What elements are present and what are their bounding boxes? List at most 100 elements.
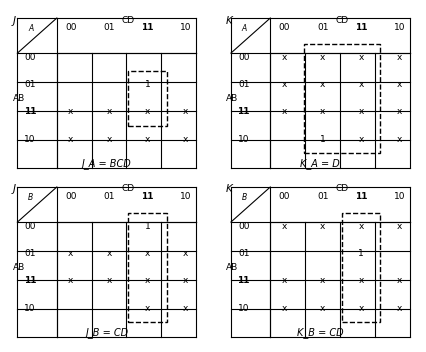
Text: x: x [281,80,286,89]
Text: x: x [357,53,363,62]
Text: x: x [68,135,73,144]
Text: 11: 11 [237,107,249,117]
Text: x: x [281,276,286,285]
Text: 00: 00 [278,191,290,201]
Text: x: x [357,304,363,313]
Text: x: x [396,80,401,89]
Text: 01: 01 [237,249,249,258]
Text: 00: 00 [237,222,249,231]
Text: 10: 10 [393,191,404,201]
Text: x: x [183,249,188,258]
Text: 10: 10 [180,191,191,201]
Text: x: x [281,53,286,62]
Text: 11: 11 [354,191,366,201]
Text: x: x [106,249,112,258]
Text: AB: AB [225,94,238,103]
Text: x: x [396,107,401,117]
Bar [303,44,379,153]
Text: x: x [396,222,401,231]
Text: 00: 00 [65,23,77,32]
Text: x: x [319,53,325,62]
Text: 00: 00 [24,222,36,231]
Text: 11: 11 [237,276,249,285]
Text: x: x [319,80,325,89]
Text: x: x [144,276,150,285]
Text: x: x [281,222,286,231]
Text: x: x [357,222,363,231]
Text: 11: 11 [24,276,36,285]
Text: B: B [241,193,246,202]
Bar [128,71,166,126]
Text: x: x [144,107,150,117]
Text: x: x [396,304,401,313]
Text: x: x [357,135,363,144]
Text: 1: 1 [319,135,325,144]
Text: 01: 01 [103,191,115,201]
Text: x: x [281,304,286,313]
Text: 01: 01 [103,23,115,32]
Text: x: x [106,135,112,144]
Text: x: x [319,222,325,231]
Text: K: K [225,15,232,26]
Text: CD: CD [334,15,348,25]
Text: 01: 01 [316,191,328,201]
Text: x: x [357,276,363,285]
Text: 00: 00 [24,53,36,62]
Text: x: x [396,135,401,144]
Text: 1: 1 [357,249,363,258]
Text: 00: 00 [65,191,77,201]
Text: x: x [183,276,188,285]
Text: 10: 10 [24,135,36,144]
Text: 01: 01 [316,23,328,32]
Text: CD: CD [121,184,135,194]
Text: x: x [106,276,112,285]
Text: A: A [241,24,246,33]
Text: 1: 1 [144,222,150,231]
Text: B: B [28,193,33,202]
Text: J: J [12,15,15,26]
Text: x: x [396,276,401,285]
Text: x: x [357,80,363,89]
Text: x: x [106,107,112,117]
Text: x: x [183,107,188,117]
Text: 00: 00 [278,23,290,32]
Text: x: x [281,107,286,117]
Text: 01: 01 [237,80,249,89]
Text: x: x [144,304,150,313]
Text: 10: 10 [393,23,404,32]
Text: x: x [183,135,188,144]
Text: CD: CD [334,184,348,194]
Text: x: x [319,304,325,313]
Text: J_B = CD: J_B = CD [85,327,128,338]
Text: 10: 10 [237,304,249,313]
Text: 11: 11 [24,107,36,117]
Text: x: x [144,249,150,258]
Text: x: x [357,107,363,117]
Text: x: x [68,249,73,258]
Text: 10: 10 [24,304,36,313]
Text: 11: 11 [354,23,366,32]
Text: CD: CD [121,15,135,25]
Text: x: x [183,304,188,313]
Text: K_B = CD: K_B = CD [296,327,343,338]
Text: K: K [225,184,232,195]
Bar [128,213,166,322]
Text: x: x [144,135,150,144]
Text: J: J [12,184,15,195]
Text: 11: 11 [141,191,153,201]
Text: 10: 10 [237,135,249,144]
Text: 01: 01 [24,80,36,89]
Text: AB: AB [12,94,25,103]
Bar [341,213,379,322]
Text: AB: AB [12,263,25,272]
Text: x: x [68,107,73,117]
Text: K_A = D: K_A = D [299,158,340,169]
Text: x: x [319,107,325,117]
Text: x: x [396,53,401,62]
Text: A: A [28,24,33,33]
Text: 10: 10 [180,23,191,32]
Text: x: x [319,276,325,285]
Text: x: x [68,276,73,285]
Text: 1: 1 [144,80,150,89]
Text: AB: AB [225,263,238,272]
